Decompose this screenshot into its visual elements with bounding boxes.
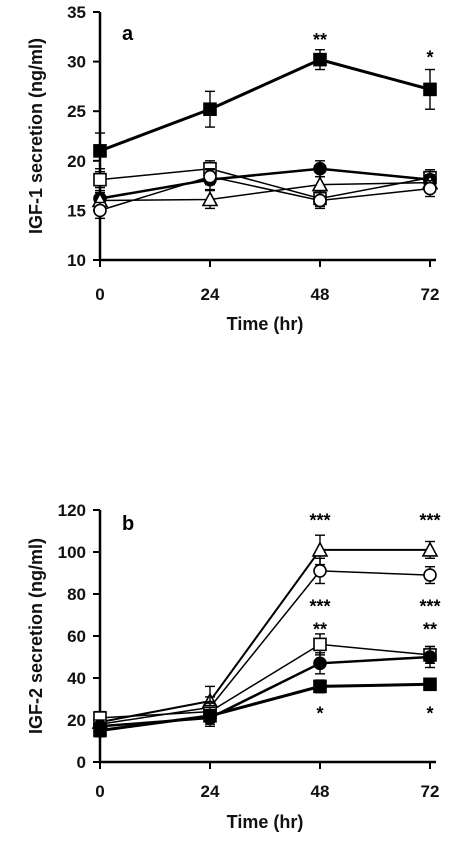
significance-marker: * [426, 48, 433, 68]
series-open-triangle [91, 534, 439, 730]
significance-marker: ** [313, 30, 327, 50]
series-line [99, 175, 431, 212]
series-line [99, 682, 431, 732]
data-point-open-circle [313, 564, 327, 578]
x-tick-label: 72 [421, 782, 440, 801]
x-axis-title: Time (hr) [227, 314, 304, 334]
x-tick-label: 24 [201, 782, 220, 801]
significance-marker: *** [419, 511, 440, 531]
data-point-open-circle [93, 203, 107, 218]
data-point-open-square [313, 637, 327, 652]
data-point-filled-square [203, 102, 217, 117]
data-point-filled-square [313, 52, 327, 67]
data-point-filled-square [423, 677, 437, 692]
x-tick-label: 24 [201, 285, 220, 304]
data-point-filled-circle [313, 656, 327, 671]
x-tick-label: 48 [311, 285, 330, 304]
data-point-filled-square [93, 723, 107, 738]
series-line [99, 181, 431, 202]
panel-letter: a [122, 23, 134, 45]
y-tick-label: 20 [67, 711, 86, 730]
series-open-square [93, 633, 437, 725]
significance-marker: *** [309, 597, 330, 617]
data-point-filled-square [203, 708, 217, 723]
data-point-filled-circle [313, 161, 327, 176]
y-axis-title: IGF-2 secretion (ng/ml) [26, 538, 46, 734]
series-line [99, 548, 430, 724]
data-point-filled-circle [423, 650, 437, 664]
y-tick-label: 0 [77, 753, 86, 772]
data-point-open-circle [203, 169, 217, 184]
data-point-open-circle [423, 568, 437, 582]
data-point-open-triangle [201, 190, 219, 207]
data-point-open-triangle [421, 541, 439, 557]
series-line [99, 570, 431, 725]
y-tick-label: 100 [58, 543, 86, 562]
x-tick-label: 72 [421, 285, 440, 304]
panel-b: 0 20 40 60 80 100 120 0 24 48 72 Time (hr) IGF-2 sec… [26, 501, 441, 832]
series-filled-square [93, 48, 437, 170]
y-tick-label: 40 [67, 669, 86, 688]
y-tick-label: 25 [67, 102, 86, 121]
data-point-open-triangle [311, 175, 329, 192]
series-line [99, 58, 431, 153]
data-point-open-square [93, 172, 107, 187]
series-line [99, 167, 431, 200]
significance-marker: * [426, 704, 433, 724]
y-tick-label: 60 [67, 627, 86, 646]
significance-marker: * [316, 704, 323, 724]
series-line [99, 167, 431, 200]
y-tick-label: 80 [67, 585, 86, 604]
data-point-open-circle [423, 181, 437, 196]
series-line [99, 643, 431, 719]
data-point-open-circle [313, 193, 327, 208]
y-tick-label: 20 [67, 152, 86, 171]
y-tick-label: 120 [58, 501, 86, 520]
series-filled-square [93, 677, 437, 738]
y-axis-title: IGF-1 secretion (ng/ml) [26, 38, 46, 234]
x-tick-label: 0 [95, 285, 104, 304]
series-filled-circle [93, 645, 437, 734]
x-tick-label: 0 [95, 782, 104, 801]
series-open-circle [93, 557, 437, 732]
data-point-filled-square [313, 679, 327, 694]
data-point-filled-square [423, 82, 437, 97]
y-tick-label: 30 [67, 53, 86, 72]
series-open-circle [93, 168, 437, 220]
significance-marker: *** [309, 511, 330, 531]
significance-marker: *** [419, 597, 440, 617]
y-tick-label: 15 [67, 201, 86, 220]
y-tick-label: 35 [67, 3, 86, 22]
significance-marker: ** [423, 620, 437, 640]
data-point-filled-square [93, 144, 107, 158]
panel-a: 10 15 20 25 30 35 0 24 48 72 Time (hr) IGF-1 secret… [26, 3, 439, 334]
x-tick-label: 48 [311, 782, 330, 801]
data-point-open-triangle [311, 541, 329, 557]
y-tick-label: 10 [67, 251, 86, 270]
x-axis-title: Time (hr) [227, 812, 304, 832]
significance-marker: ** [313, 620, 327, 640]
panel-letter: b [122, 513, 134, 535]
